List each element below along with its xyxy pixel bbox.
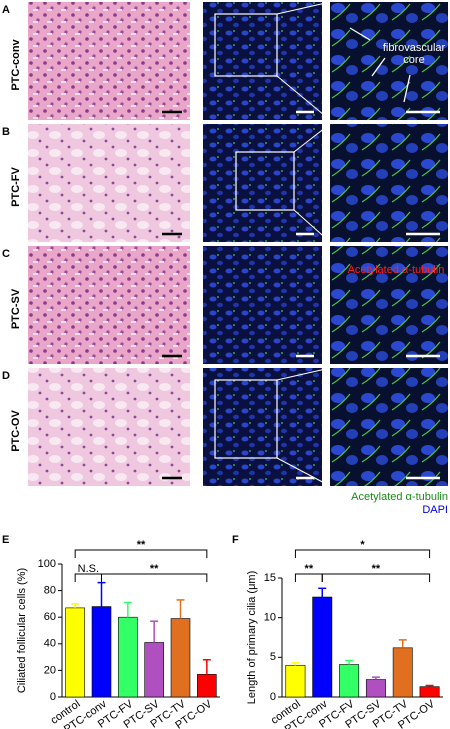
bar — [365, 679, 386, 698]
inset-line — [276, 75, 331, 121]
y-tick-label: 40 — [44, 638, 56, 650]
inset-box — [214, 13, 278, 77]
significance-bracket — [294, 549, 431, 558]
significance-bracket — [101, 573, 208, 582]
significance-label: N.S. — [78, 563, 99, 575]
panel-letter: A — [2, 4, 10, 16]
row-label: PTC-FV — [10, 166, 22, 206]
annotation: fibrovascular — [383, 42, 446, 54]
micrograph — [28, 124, 190, 242]
row-label: PTC-SV — [10, 288, 22, 329]
inset-line — [276, 367, 331, 381]
inset-line — [276, 457, 331, 487]
significance-bracket — [74, 549, 208, 558]
panel-letter: F — [232, 534, 239, 546]
y-tick-label: 20 — [44, 664, 56, 676]
legend-label: Acetylated α-tubulin — [351, 491, 448, 503]
y-tick-label: 0 — [50, 691, 56, 703]
bar — [312, 596, 333, 698]
row-label: PTC-conv — [10, 38, 22, 90]
significance-label: ** — [372, 563, 381, 575]
significance-label: ** — [137, 539, 146, 551]
inset-box — [214, 379, 278, 459]
significance-bracket — [74, 573, 102, 582]
bar — [285, 664, 306, 698]
inset-line — [293, 209, 331, 243]
micrograph — [330, 124, 448, 242]
significance-label: * — [360, 539, 365, 551]
micrograph — [330, 368, 448, 486]
bar — [197, 674, 217, 698]
micrograph — [28, 368, 190, 486]
micrograph — [28, 246, 190, 364]
bar — [339, 664, 360, 698]
bar — [91, 606, 112, 698]
significance-bracket — [294, 573, 323, 582]
y-tick-label: 0 — [270, 691, 276, 703]
y-tick-label: 100 — [38, 558, 56, 570]
y-tick-label: 15 — [264, 572, 276, 584]
arrow — [349, 27, 371, 41]
y-tick-label: 5 — [270, 651, 276, 663]
bar — [392, 647, 413, 698]
micrograph — [330, 2, 448, 120]
panel-letter: E — [2, 534, 9, 546]
bar — [170, 618, 191, 698]
bar — [419, 686, 440, 698]
bar — [65, 607, 85, 698]
annotation: Acetylated α-tubulin — [348, 264, 445, 276]
row-label: PTC-OV — [10, 410, 22, 452]
annotation: core — [403, 54, 424, 66]
y-tick-label: 10 — [264, 612, 276, 624]
significance-label: ** — [150, 563, 159, 575]
panel-letter: C — [2, 248, 10, 260]
inset-line — [276, 1, 331, 15]
y-axis-label: Ciliated follicular cells (%) — [16, 568, 28, 693]
inset-box — [235, 151, 295, 211]
panel-letter: B — [2, 126, 10, 138]
micrograph — [330, 246, 448, 364]
y-tick-label: 60 — [44, 611, 56, 623]
micrograph — [203, 2, 322, 120]
y-axis-label: Length of primary cilia (μm) — [246, 571, 258, 705]
micrograph — [203, 246, 322, 364]
micrograph — [28, 2, 190, 120]
arrow — [371, 57, 386, 77]
bar — [118, 616, 138, 698]
micrograph — [203, 124, 322, 242]
micrograph — [203, 368, 322, 486]
inset-line — [293, 123, 331, 153]
arrow — [403, 74, 411, 103]
y-tick-label: 80 — [44, 585, 56, 597]
significance-label: ** — [305, 563, 314, 575]
charts: E Ciliated follicular cells (%) 0 20 40 60 80 1… — [2, 534, 443, 729]
significance-bracket — [321, 573, 431, 582]
bar — [144, 642, 164, 698]
legend-label: DAPI — [422, 504, 448, 516]
panel-letter: D — [2, 370, 10, 382]
